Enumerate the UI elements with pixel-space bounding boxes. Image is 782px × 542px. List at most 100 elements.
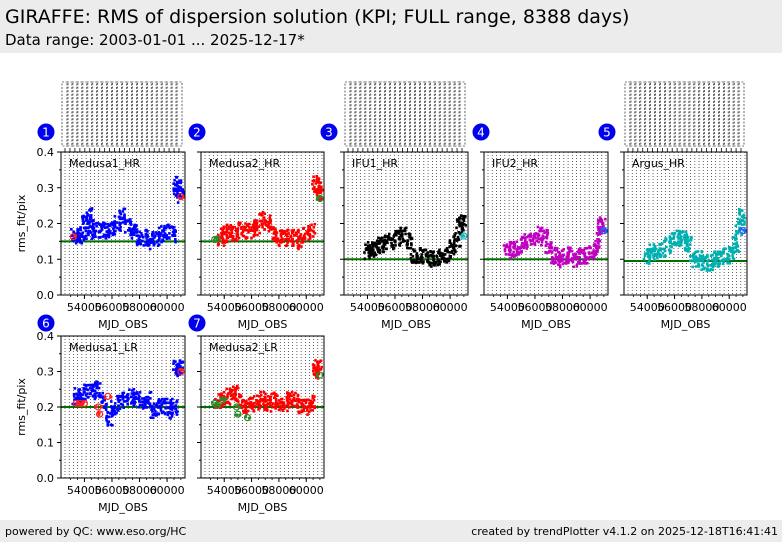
data-point <box>125 219 129 223</box>
data-point <box>696 250 700 253</box>
data-point <box>683 248 687 252</box>
data-point <box>169 398 172 402</box>
data-point <box>679 235 683 239</box>
data-point <box>443 253 447 256</box>
data-point <box>269 225 273 229</box>
data-point <box>503 249 507 253</box>
data-point <box>159 406 163 410</box>
data-point <box>291 400 294 404</box>
data-point <box>731 256 735 260</box>
data-point <box>292 228 296 232</box>
data-point <box>245 236 249 239</box>
data-point <box>655 255 659 258</box>
data-point <box>84 229 88 233</box>
data-point <box>700 250 704 254</box>
badge-number: 3 <box>325 126 333 140</box>
data-point <box>146 400 150 404</box>
data-point <box>525 247 529 250</box>
data-point <box>586 246 589 250</box>
data-point <box>277 408 281 412</box>
data-point <box>319 188 323 192</box>
data-point <box>669 238 672 242</box>
data-point <box>707 258 710 262</box>
data-point <box>652 243 656 246</box>
data-point <box>520 250 524 254</box>
series-data <box>642 207 747 272</box>
data-point <box>260 397 263 401</box>
data-point <box>78 388 82 391</box>
data-point <box>437 262 441 265</box>
data-point <box>266 398 270 402</box>
data-point <box>318 196 321 199</box>
data-point <box>395 233 398 237</box>
data-point-marker <box>95 410 104 418</box>
data-point <box>416 254 419 258</box>
data-point <box>174 187 178 190</box>
data-point <box>679 237 683 241</box>
data-point <box>105 233 109 237</box>
data-point <box>181 189 184 193</box>
data-point <box>384 247 388 251</box>
data-point <box>706 255 709 259</box>
data-point <box>78 398 82 402</box>
data-point <box>409 256 413 260</box>
data-point <box>311 401 315 405</box>
data-point <box>448 239 452 242</box>
data-point <box>315 193 319 197</box>
data-point <box>567 247 571 251</box>
data-point <box>652 255 655 259</box>
data-point <box>588 245 591 248</box>
data-point <box>543 231 546 235</box>
data-point <box>291 230 294 233</box>
x-tick-label: 54000 <box>67 301 102 314</box>
data-point <box>734 246 738 250</box>
series-data <box>216 175 325 251</box>
data-point <box>382 250 385 254</box>
data-point <box>82 226 86 230</box>
data-point <box>79 227 82 231</box>
data-point <box>87 220 90 223</box>
data-point <box>698 257 702 260</box>
data-point <box>652 247 655 250</box>
data-point <box>236 229 239 233</box>
data-point <box>231 235 235 238</box>
data-point <box>449 242 453 245</box>
data-point <box>297 228 300 232</box>
data-point <box>287 232 290 235</box>
data-point <box>258 219 262 223</box>
data-point <box>436 263 439 267</box>
data-point <box>138 230 141 234</box>
data-point <box>81 402 85 406</box>
data-point <box>162 401 165 405</box>
data-point <box>431 254 435 257</box>
data-point <box>110 405 113 408</box>
data-point <box>119 402 123 406</box>
data-point <box>121 210 125 213</box>
panel-number-badge: 2 <box>188 123 206 141</box>
data-point <box>177 364 181 367</box>
data-point <box>93 232 97 235</box>
data-point <box>138 400 141 403</box>
data-point <box>174 369 178 373</box>
data-point <box>116 408 120 411</box>
data-point <box>460 226 464 230</box>
data-point <box>291 398 295 401</box>
data-point <box>222 398 226 401</box>
x-tick-label: 58000 <box>545 301 580 314</box>
data-point <box>81 217 85 221</box>
data-point <box>113 232 117 236</box>
data-point <box>90 219 93 223</box>
data-point <box>688 243 692 246</box>
data-point <box>126 229 130 232</box>
data-point <box>660 242 664 246</box>
data-point <box>108 412 112 415</box>
data-point <box>178 370 181 374</box>
data-point <box>453 234 457 237</box>
data-point <box>249 229 253 232</box>
data-point <box>217 238 220 242</box>
data-point <box>596 225 600 229</box>
data-point <box>88 217 92 221</box>
data-point <box>314 188 317 191</box>
data-point <box>158 238 161 241</box>
data-point <box>578 255 581 259</box>
